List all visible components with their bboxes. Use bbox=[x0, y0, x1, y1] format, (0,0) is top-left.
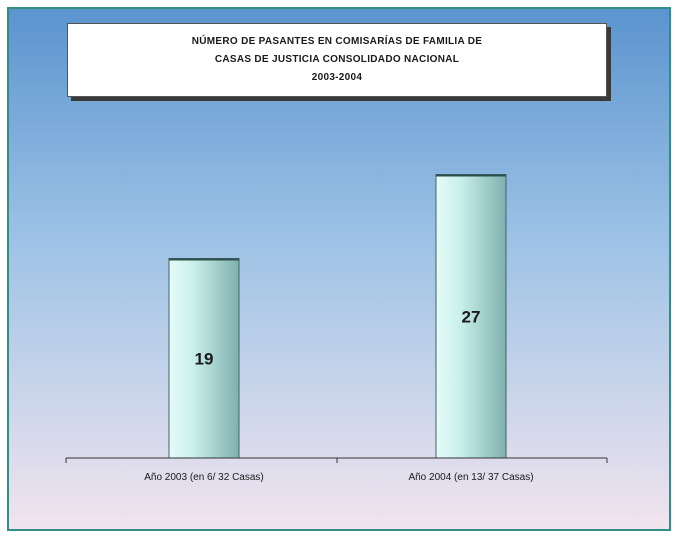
category-label-2: Año 2004 (en 13/ 37 Casas) bbox=[408, 472, 533, 483]
chart-title-box: NÚMERO DE PASANTES EN COMISARÍAS DE FAMI… bbox=[67, 23, 607, 97]
category-label-1: Año 2003 (en 6/ 32 Casas) bbox=[144, 472, 264, 483]
chart-title-line-3: 2003-2004 bbox=[311, 72, 363, 83]
chart-frame: 19 Año 2003 (en 6/ 32 Casas) 27 Año 2004 (e… bbox=[7, 7, 671, 531]
bar-1 bbox=[168, 258, 240, 459]
data-label-2: 27 bbox=[462, 307, 481, 326]
chart-title-line-2: CASAS DE JUSTICIA CONSOLIDADO NACIONAL bbox=[214, 54, 460, 65]
chart-title-line-1: NÚMERO DE PASANTES EN COMISARÍAS DE FAMI… bbox=[191, 36, 483, 47]
data-label-1: 19 bbox=[195, 349, 214, 368]
